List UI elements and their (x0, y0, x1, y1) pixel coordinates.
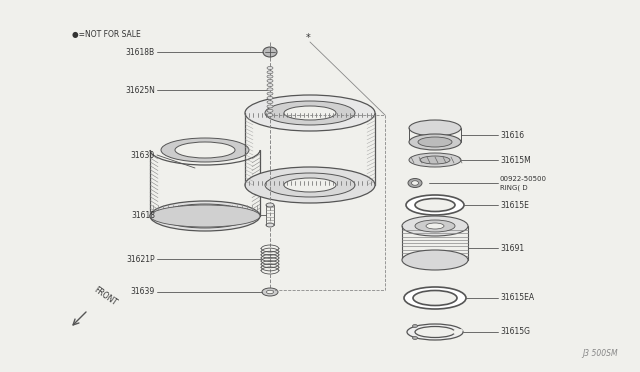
Text: 31630: 31630 (131, 151, 155, 160)
Ellipse shape (453, 330, 461, 334)
Ellipse shape (408, 179, 422, 187)
Ellipse shape (265, 173, 355, 197)
Ellipse shape (404, 287, 466, 309)
Ellipse shape (267, 96, 273, 99)
Text: 00922-50500: 00922-50500 (500, 176, 547, 182)
Ellipse shape (415, 327, 455, 337)
Ellipse shape (409, 120, 461, 136)
Ellipse shape (262, 288, 278, 296)
Text: ●=NOT FOR SALE: ●=NOT FOR SALE (72, 30, 141, 39)
Ellipse shape (175, 142, 235, 158)
Text: 31621P: 31621P (126, 254, 155, 263)
Ellipse shape (267, 92, 273, 95)
Text: RING( D: RING( D (500, 185, 527, 191)
Ellipse shape (402, 216, 468, 236)
Text: J3 500SM: J3 500SM (582, 349, 618, 358)
Ellipse shape (415, 199, 455, 212)
Ellipse shape (420, 156, 450, 164)
Text: 31639: 31639 (131, 288, 155, 296)
Text: 31618: 31618 (131, 211, 155, 219)
Text: 31615G: 31615G (500, 327, 530, 337)
Text: 31691: 31691 (500, 244, 524, 253)
Ellipse shape (267, 75, 273, 78)
Text: 31615EA: 31615EA (500, 294, 534, 302)
Ellipse shape (426, 223, 444, 229)
Text: 31625N: 31625N (125, 86, 155, 94)
Ellipse shape (406, 195, 464, 215)
Text: 31616: 31616 (500, 131, 524, 140)
Ellipse shape (150, 205, 260, 227)
Ellipse shape (160, 204, 250, 228)
Ellipse shape (284, 178, 336, 192)
Ellipse shape (407, 324, 463, 340)
Ellipse shape (266, 290, 273, 294)
Ellipse shape (284, 106, 336, 120)
Ellipse shape (267, 88, 273, 91)
Ellipse shape (161, 138, 249, 162)
Text: 31618B: 31618B (126, 48, 155, 57)
Ellipse shape (267, 79, 273, 82)
Ellipse shape (267, 113, 273, 116)
Ellipse shape (413, 324, 417, 327)
Ellipse shape (263, 47, 277, 57)
Ellipse shape (267, 84, 273, 87)
Ellipse shape (415, 220, 455, 232)
Ellipse shape (412, 181, 419, 185)
Ellipse shape (402, 250, 468, 270)
Ellipse shape (266, 223, 274, 227)
Ellipse shape (413, 337, 417, 340)
Ellipse shape (266, 203, 274, 207)
Ellipse shape (267, 109, 273, 112)
Ellipse shape (171, 207, 239, 225)
Text: 31615M: 31615M (500, 155, 531, 164)
Ellipse shape (267, 71, 273, 74)
Text: FRONT: FRONT (92, 286, 118, 308)
Text: 31615E: 31615E (500, 201, 529, 209)
Ellipse shape (265, 101, 355, 125)
Ellipse shape (150, 201, 260, 231)
Text: *: * (306, 33, 310, 43)
Ellipse shape (409, 153, 461, 167)
Ellipse shape (267, 101, 273, 104)
Ellipse shape (418, 137, 452, 147)
Ellipse shape (245, 167, 375, 203)
Ellipse shape (267, 67, 273, 70)
Ellipse shape (413, 291, 457, 305)
Ellipse shape (409, 134, 461, 150)
Ellipse shape (267, 105, 273, 108)
Ellipse shape (245, 95, 375, 131)
